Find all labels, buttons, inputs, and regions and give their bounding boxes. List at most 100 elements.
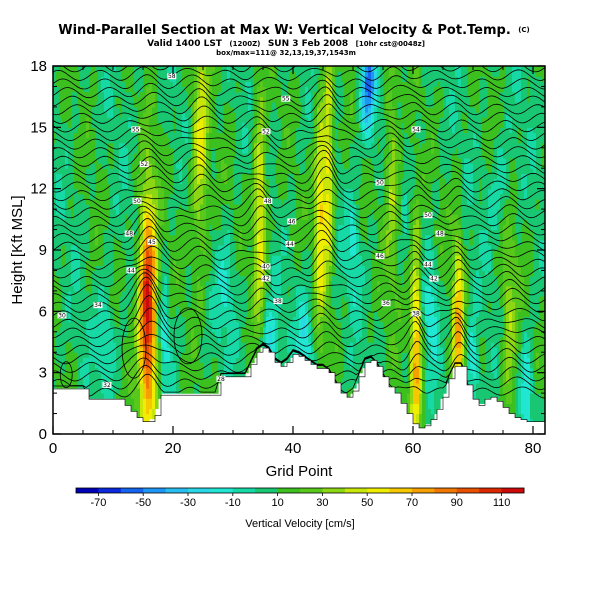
velocity-cell bbox=[149, 229, 153, 236]
velocity-cell bbox=[266, 178, 270, 185]
velocity-cell bbox=[137, 101, 141, 108]
velocity-cell bbox=[251, 163, 255, 169]
velocity-cell bbox=[173, 388, 177, 394]
velocity-cell bbox=[107, 137, 111, 144]
velocity-cell bbox=[62, 214, 66, 220]
velocity-cell bbox=[242, 112, 246, 118]
velocity-cell bbox=[116, 71, 120, 77]
velocity-cell bbox=[98, 173, 102, 180]
velocity-cell bbox=[110, 214, 114, 220]
velocity-cell bbox=[62, 106, 66, 113]
velocity-cell bbox=[125, 357, 129, 364]
velocity-cell bbox=[158, 188, 162, 195]
velocity-cell bbox=[245, 321, 249, 328]
velocity-cell bbox=[86, 188, 90, 195]
velocity-cell bbox=[278, 81, 282, 88]
velocity-cell bbox=[119, 296, 123, 302]
velocity-cell bbox=[80, 229, 84, 236]
velocity-cell bbox=[62, 66, 66, 72]
velocity-cell bbox=[146, 285, 150, 292]
velocity-cell bbox=[212, 106, 216, 113]
velocity-cell bbox=[170, 229, 174, 236]
velocity-cell bbox=[155, 336, 159, 343]
velocity-cell bbox=[248, 219, 252, 226]
velocity-cell bbox=[125, 91, 129, 98]
velocity-cell bbox=[197, 158, 201, 164]
velocity-cell bbox=[107, 178, 111, 185]
velocity-cell bbox=[269, 132, 273, 139]
velocity-cell bbox=[272, 244, 276, 251]
velocity-cell bbox=[98, 311, 102, 318]
velocity-cell bbox=[215, 336, 219, 343]
velocity-cell bbox=[251, 209, 255, 215]
velocity-cell bbox=[77, 214, 81, 220]
velocity-cell bbox=[275, 122, 279, 128]
velocity-cell bbox=[173, 188, 177, 195]
velocity-cell bbox=[227, 275, 231, 282]
velocity-cell bbox=[74, 311, 78, 318]
velocity-cell bbox=[149, 275, 153, 282]
velocity-cell bbox=[248, 352, 252, 358]
velocity-cell bbox=[146, 142, 150, 149]
velocity-cell bbox=[221, 132, 225, 139]
velocity-cell bbox=[218, 347, 222, 353]
velocity-cell bbox=[68, 81, 72, 88]
velocity-cell bbox=[95, 142, 99, 149]
velocity-cell bbox=[194, 275, 198, 282]
velocity-cell bbox=[212, 96, 216, 103]
velocity-cell bbox=[218, 66, 222, 72]
velocity-cell bbox=[62, 168, 66, 174]
velocity-cell bbox=[146, 96, 150, 103]
velocity-cell bbox=[170, 382, 174, 389]
velocity-cell bbox=[212, 204, 216, 210]
velocity-cell bbox=[218, 255, 222, 261]
velocity-cell bbox=[131, 244, 135, 251]
velocity-cell bbox=[266, 234, 270, 241]
velocity-cell bbox=[203, 81, 207, 88]
velocity-cell bbox=[215, 239, 219, 246]
velocity-cell bbox=[62, 142, 66, 149]
velocity-cell bbox=[152, 168, 156, 174]
velocity-cell bbox=[212, 163, 216, 169]
velocity-cell bbox=[80, 76, 84, 82]
velocity-cell bbox=[209, 209, 213, 215]
velocity-cell bbox=[206, 224, 210, 231]
velocity-cell bbox=[137, 275, 141, 282]
velocity-cell bbox=[131, 316, 135, 323]
velocity-cell bbox=[128, 331, 132, 338]
velocity-cell bbox=[71, 127, 75, 134]
velocity-cell bbox=[143, 347, 147, 353]
velocity-cell bbox=[140, 255, 144, 261]
velocity-cell bbox=[86, 321, 90, 328]
velocity-cell bbox=[179, 163, 183, 169]
velocity-cell bbox=[125, 326, 129, 333]
velocity-cell bbox=[236, 209, 240, 215]
velocity-cell bbox=[65, 163, 69, 169]
velocity-cell bbox=[278, 204, 282, 210]
velocity-cell bbox=[125, 147, 129, 154]
velocity-cell bbox=[236, 117, 240, 123]
velocity-cell bbox=[68, 163, 72, 169]
velocity-cell bbox=[176, 244, 180, 251]
velocity-cell bbox=[143, 301, 147, 307]
velocity-cell bbox=[179, 142, 183, 149]
velocity-cell bbox=[137, 316, 141, 323]
velocity-cell bbox=[206, 158, 210, 164]
velocity-cell bbox=[191, 301, 195, 307]
velocity-cell bbox=[242, 91, 246, 98]
velocity-cell bbox=[161, 352, 165, 358]
velocity-cell bbox=[95, 255, 99, 261]
velocity-cell bbox=[275, 183, 279, 190]
velocity-cell bbox=[107, 255, 111, 261]
velocity-cell bbox=[119, 219, 123, 226]
velocity-cell bbox=[227, 132, 231, 139]
velocity-cell bbox=[86, 76, 90, 82]
velocity-cell bbox=[200, 224, 204, 231]
velocity-cell bbox=[164, 352, 168, 358]
velocity-cell bbox=[122, 224, 126, 231]
velocity-cell bbox=[68, 219, 72, 226]
velocity-cell bbox=[77, 168, 81, 174]
velocity-cell bbox=[257, 106, 261, 113]
velocity-cell bbox=[191, 388, 195, 394]
velocity-cell bbox=[227, 244, 231, 251]
